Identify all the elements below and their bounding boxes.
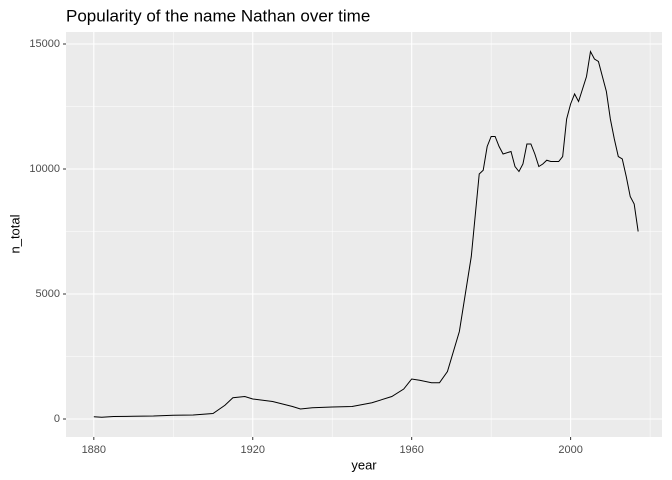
x-tick-label: 1880	[82, 444, 106, 456]
panel	[66, 32, 662, 437]
y-tick-label: 0	[54, 413, 60, 425]
y-tick-label: 10000	[29, 163, 60, 175]
chart-title: Popularity of the name Nathan over time	[66, 6, 370, 25]
x-tick-label: 1960	[399, 444, 423, 456]
y-axis-title: n_total	[7, 214, 22, 253]
y-tick-label: 15000	[29, 38, 60, 50]
x-axis-title: year	[351, 457, 377, 472]
line	[93, 49, 639, 418]
x-tick-label: 2000	[558, 444, 582, 456]
x-tick-label: 1920	[241, 444, 265, 456]
y-tick-label: 5000	[36, 288, 60, 300]
